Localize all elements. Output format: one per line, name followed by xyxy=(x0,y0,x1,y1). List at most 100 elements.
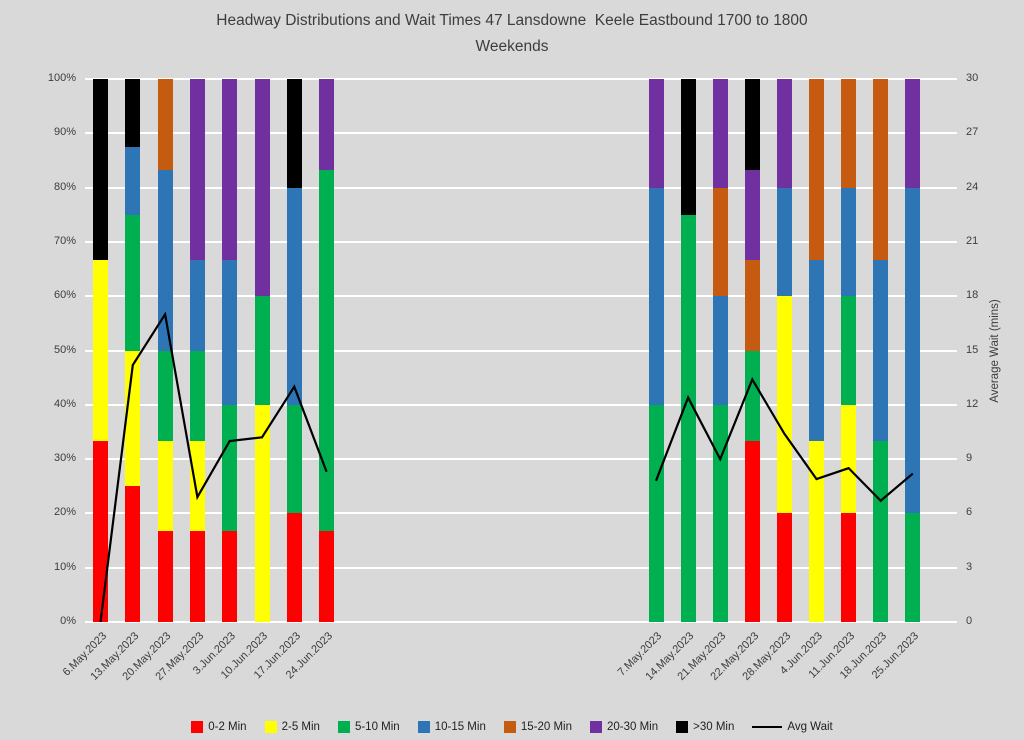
legend-item: 0-2 Min xyxy=(191,721,247,733)
bar-segment xyxy=(125,146,141,215)
bar-segment xyxy=(905,513,921,622)
bar-segment xyxy=(712,79,728,188)
stacked-bar xyxy=(125,79,141,622)
stacked-bar xyxy=(744,79,760,622)
bar-segment xyxy=(744,169,760,260)
y-tick-label: 20% xyxy=(53,506,76,519)
stacked-bar xyxy=(712,79,728,622)
bar-segment xyxy=(286,513,302,622)
stacked-bar xyxy=(254,79,270,622)
bar-segment xyxy=(648,404,664,622)
bar-segment xyxy=(712,187,728,297)
legend-line-swatch xyxy=(752,726,783,728)
gridline xyxy=(85,403,957,406)
legend-label: 10-15 Min xyxy=(434,721,486,733)
right-tick-label: 6 xyxy=(966,506,973,519)
gridline xyxy=(85,132,957,135)
right-tick-label: 21 xyxy=(966,234,979,247)
legend-label: 2-5 Min xyxy=(281,721,320,733)
bar-segment xyxy=(809,441,824,622)
chart-title: Headway Distributions and Wait Times 47 … xyxy=(0,12,1024,56)
stacked-bar xyxy=(157,79,173,622)
legend-swatch xyxy=(503,721,516,733)
bar-segment xyxy=(286,79,302,188)
bar-segment xyxy=(744,441,760,622)
right-axis-title-text: Average Wait (mins) xyxy=(989,298,1001,403)
right-tick-label: 12 xyxy=(966,397,979,410)
legend-swatch xyxy=(264,721,277,733)
bar-segment xyxy=(319,531,335,622)
right-tick-label: 30 xyxy=(966,72,979,84)
legend-item: 2-5 Min xyxy=(264,721,320,733)
bar-segment xyxy=(157,350,173,442)
right-tick-label: 0 xyxy=(966,615,973,627)
legend-label: 15-20 Min xyxy=(520,721,572,733)
stacked-bar xyxy=(905,79,921,622)
legend-swatch xyxy=(191,721,204,733)
bar-segment xyxy=(712,404,728,622)
stacked-bar xyxy=(873,79,889,622)
y-tick-label: 40% xyxy=(53,397,76,410)
gridline xyxy=(85,621,957,623)
legend-item-avg-wait: Avg Wait xyxy=(752,721,833,733)
stacked-bar xyxy=(222,79,238,622)
bar-segment xyxy=(125,486,141,622)
legend-swatch xyxy=(589,721,602,733)
gridline xyxy=(85,186,957,189)
legend-item: 15-20 Min xyxy=(503,721,572,733)
y-tick-label: 10% xyxy=(53,560,76,573)
bar-segment xyxy=(776,513,792,622)
gridline xyxy=(85,512,957,515)
gridline xyxy=(85,349,957,352)
legend-label: 0-2 Min xyxy=(208,721,247,733)
stacked-bar xyxy=(648,79,664,622)
bar-segment xyxy=(157,441,173,532)
right-axis-title: Average Wait (mins) xyxy=(984,79,1006,622)
bar-segment xyxy=(744,350,760,442)
bar-segment xyxy=(841,513,857,622)
plot-area: 0% 10% 20% 30% 40% 50% 60% 70% 80% 90% 100% 0 3 6 9 12 1… xyxy=(48,72,978,683)
bar-segment xyxy=(189,259,205,351)
stacked-bar xyxy=(286,79,302,622)
legend-swatch xyxy=(676,721,689,733)
bar-segment xyxy=(873,79,889,260)
y-tick-label: 30% xyxy=(53,452,76,465)
stacked-bar xyxy=(809,79,824,622)
bar-segment xyxy=(841,296,857,405)
legend-label: Avg Wait xyxy=(787,721,833,733)
y-tick-label: 80% xyxy=(53,180,76,193)
bar-segment xyxy=(286,187,302,405)
stacked-bar xyxy=(680,79,696,622)
bar-segment xyxy=(125,79,141,147)
gridline xyxy=(85,295,957,298)
y-tick-label: 100% xyxy=(47,72,76,84)
gridline xyxy=(85,240,957,243)
bar-segment xyxy=(873,259,889,442)
legend-item: >30 Min xyxy=(676,721,734,733)
bar-segment xyxy=(648,79,664,188)
bar-segment xyxy=(125,350,141,487)
chart-title-line1: Headway Distributions and Wait Times 47 … xyxy=(216,12,808,29)
bar-segment xyxy=(648,187,664,405)
bar-segment xyxy=(873,441,889,622)
legend-swatch xyxy=(417,721,430,733)
legend: 0-2 Min 2-5 Min 5-10 Min 10-15 Min 15-20 Min… xyxy=(0,721,1024,733)
legend-label: 5-10 Min xyxy=(354,721,400,733)
legend-swatch xyxy=(337,721,350,733)
bar-segment xyxy=(189,79,205,260)
legend-item: 5-10 Min xyxy=(337,721,400,733)
bar-segment xyxy=(157,79,173,170)
bar-segment xyxy=(809,259,824,442)
bar-segment xyxy=(254,79,270,297)
y-tick-label: 0% xyxy=(60,615,76,627)
bar-segment xyxy=(125,214,141,351)
bar-segment xyxy=(712,296,728,405)
bar-segment xyxy=(841,79,857,188)
right-tick-label: 27 xyxy=(966,126,979,139)
bar-segment xyxy=(776,296,792,514)
gridline xyxy=(85,458,957,461)
bar-segment xyxy=(189,350,205,442)
bar-segment xyxy=(222,79,238,260)
stacked-bar xyxy=(841,79,857,622)
y-tick-label: 60% xyxy=(53,289,76,302)
